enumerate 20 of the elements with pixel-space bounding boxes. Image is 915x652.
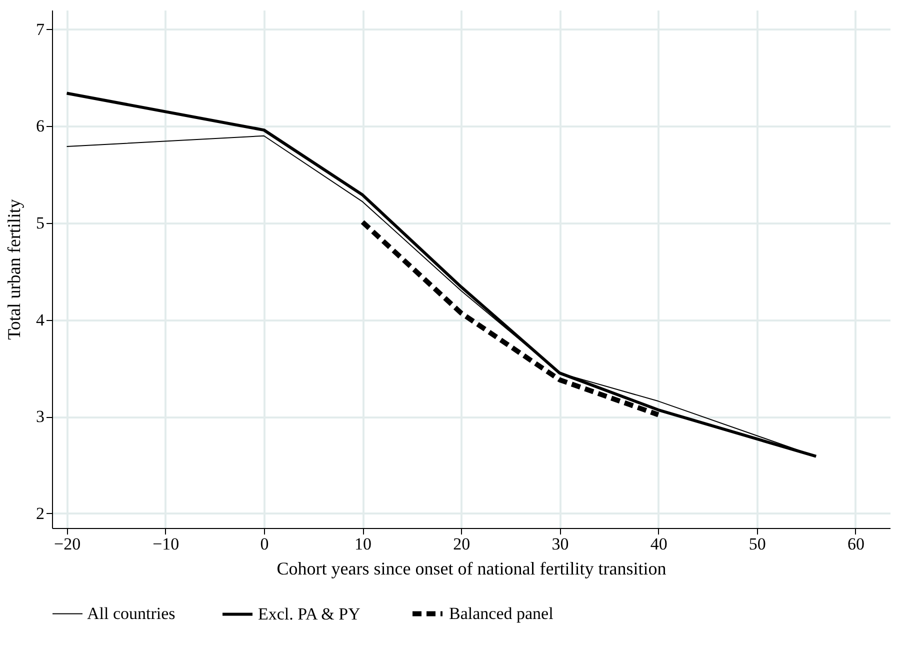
x-axis-title: Cohort years since onset of national fertility transition [276,558,666,578]
legend-label: Balanced panel [449,604,554,623]
y-tick-label: 6 [36,116,44,136]
y-tick-label: 3 [36,407,44,426]
x-tick-label: 30 [552,534,569,554]
x-tick-label: 10 [354,534,372,554]
y-axis-title: Total urban fertility [4,199,24,340]
x-tick-label: 50 [748,534,766,554]
y-tick-label: 5 [36,214,44,233]
x-tick-label: 20 [453,534,470,554]
x-tick-label: 0 [260,534,269,554]
legend-label: Excl. PA & PY [258,604,360,624]
y-tick-label: 2 [36,504,44,523]
legend-label: All countries [87,604,176,623]
y-tick-label: 7 [36,20,45,39]
x-tick-label: −20 [54,534,81,554]
x-tick-label: −10 [152,534,180,554]
x-tick-label: 60 [847,534,864,554]
x-tick-label: 40 [650,534,668,554]
y-tick-label: 4 [36,310,45,330]
